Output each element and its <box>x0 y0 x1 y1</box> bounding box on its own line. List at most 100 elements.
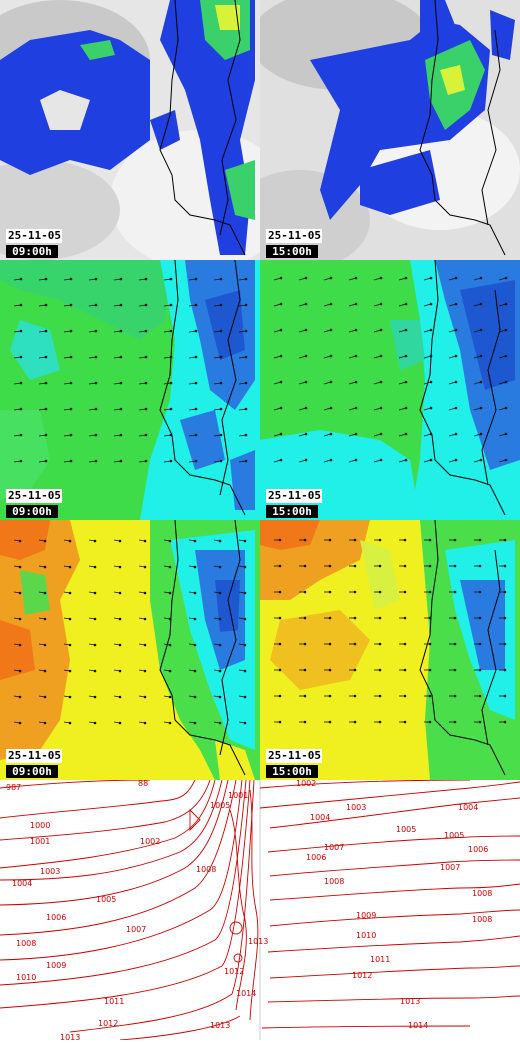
wind-arrow-head <box>479 328 483 332</box>
isobar-label: 88 <box>138 780 148 788</box>
wind-arrow-head <box>503 616 507 620</box>
wind-arrow-head <box>504 458 508 462</box>
isobar-label: 1008 <box>472 915 492 924</box>
wind-arrow-head <box>144 277 148 281</box>
wind-arrow-head <box>68 565 72 569</box>
isobar-label: 1014 <box>236 989 256 998</box>
wind-arrow-head <box>503 642 507 646</box>
wind-arrow-head <box>19 277 23 281</box>
wind-arrow-head <box>503 538 507 542</box>
wind-arrow-head <box>244 433 248 437</box>
wind-arrow-head <box>243 591 247 595</box>
wind-arrow-head <box>454 328 458 332</box>
wind-arrow-head <box>44 459 48 463</box>
wind-arrow-head <box>479 276 483 280</box>
wind-arrow-head <box>304 302 308 306</box>
wind-arrow-head <box>219 355 223 359</box>
wind-arrow-head <box>143 565 147 569</box>
wind-arrow-head <box>144 407 148 411</box>
wind-arrow-head <box>219 433 223 437</box>
wind-arrow-head <box>304 406 308 410</box>
wind-arrow-head <box>404 276 408 280</box>
wind-arrow-head <box>453 538 457 542</box>
wind-arrow-head <box>328 590 332 594</box>
wind-arrow-head <box>428 642 432 646</box>
wind-arrow-head <box>429 354 433 358</box>
wind-arrow-head <box>68 643 72 647</box>
wind-arrow-head <box>329 380 333 384</box>
time-label: 15:00h <box>266 765 318 778</box>
wind-arrow-head <box>504 328 508 332</box>
wind-arrow-head <box>94 381 98 385</box>
wind-arrow-head <box>429 328 433 332</box>
wind-arrow-head <box>144 329 148 333</box>
isobar-label: 1004 <box>12 879 32 888</box>
date-label: 25-11-05 <box>6 489 62 503</box>
isobar-label: 1005 <box>444 831 464 840</box>
wind-arrow-head <box>303 590 307 594</box>
isobar-label: 1009 <box>46 961 66 970</box>
wind-arrow-head <box>279 406 283 410</box>
wind-arrow-head <box>278 590 282 594</box>
wind-arrow-head <box>44 407 48 411</box>
wind-arrow-head <box>504 432 508 436</box>
wind-arrow-head <box>379 302 383 306</box>
wind-arrow-head <box>353 720 357 724</box>
isobar-map: 987 88 1000 1001 1002 1003 1004 1005 100… <box>0 779 520 1042</box>
wind-arrow-head <box>353 668 357 672</box>
wind-arrow-head <box>44 329 48 333</box>
isobar-label: 1011 <box>370 955 390 964</box>
date-label: 25-11-05 <box>6 229 62 243</box>
wind-arrow-head <box>168 617 172 621</box>
wind-arrow-head <box>428 590 432 594</box>
wind-arrow-head <box>354 458 358 462</box>
wind-arrow-head <box>69 381 73 385</box>
wind-arrow-head <box>18 669 22 673</box>
wind-arrow-head <box>144 303 148 307</box>
time-label: 09:00h <box>6 765 58 778</box>
wind-arrow-head <box>279 354 283 358</box>
isobar-label: 1012 <box>352 971 372 980</box>
wind-arrow-head <box>193 695 197 699</box>
wind-arrow-head <box>328 564 332 568</box>
wind-arrow-head <box>278 616 282 620</box>
wind-arrow-head <box>429 406 433 410</box>
wind-arrow-head <box>404 302 408 306</box>
wind-arrow-head <box>454 302 458 306</box>
wind-arrow-head <box>504 302 508 306</box>
wind-arrow-head <box>168 721 172 725</box>
wind-arrow-head <box>143 591 147 595</box>
wind-arrow-head <box>119 303 123 307</box>
wind-arrow-head <box>94 303 98 307</box>
wind-arrow-head <box>353 564 357 568</box>
isobar-label: 1005 <box>210 801 230 810</box>
wind-arrow-head <box>218 617 222 621</box>
wind-arrow-head <box>193 617 197 621</box>
temperature-panel-0900: 25-11-05 09:00h <box>0 520 260 780</box>
wind-arrow-head <box>404 380 408 384</box>
wind-arrow-head <box>18 617 22 621</box>
isobar-label: 1000 <box>30 821 50 830</box>
wind-arrow-head <box>243 669 247 673</box>
isobar-label: 1013 <box>60 1033 80 1040</box>
wind-arrow-head <box>18 695 22 699</box>
wind-arrow-head <box>504 406 508 410</box>
wind-arrow-head <box>279 276 283 280</box>
wind-arrow-head <box>454 406 458 410</box>
wind-arrow-head <box>244 381 248 385</box>
wind-arrow-head <box>244 329 248 333</box>
wind-arrow-head <box>504 380 508 384</box>
wind-arrow-head <box>353 590 357 594</box>
wind-arrow-head <box>303 668 307 672</box>
wind-arrow-head <box>278 720 282 724</box>
wind-arrow-head <box>403 590 407 594</box>
wind-arrow-head <box>479 354 483 358</box>
wind-arrow-head <box>278 564 282 568</box>
wind-arrow-head <box>194 355 198 359</box>
wind-arrow-head <box>194 303 198 307</box>
wind-arrow-head <box>143 617 147 621</box>
isobar-label: 1004 <box>310 813 330 822</box>
wind-arrow-head <box>328 642 332 646</box>
wind-arrow-head <box>93 695 97 699</box>
isobar-label: 1005 <box>96 895 116 904</box>
